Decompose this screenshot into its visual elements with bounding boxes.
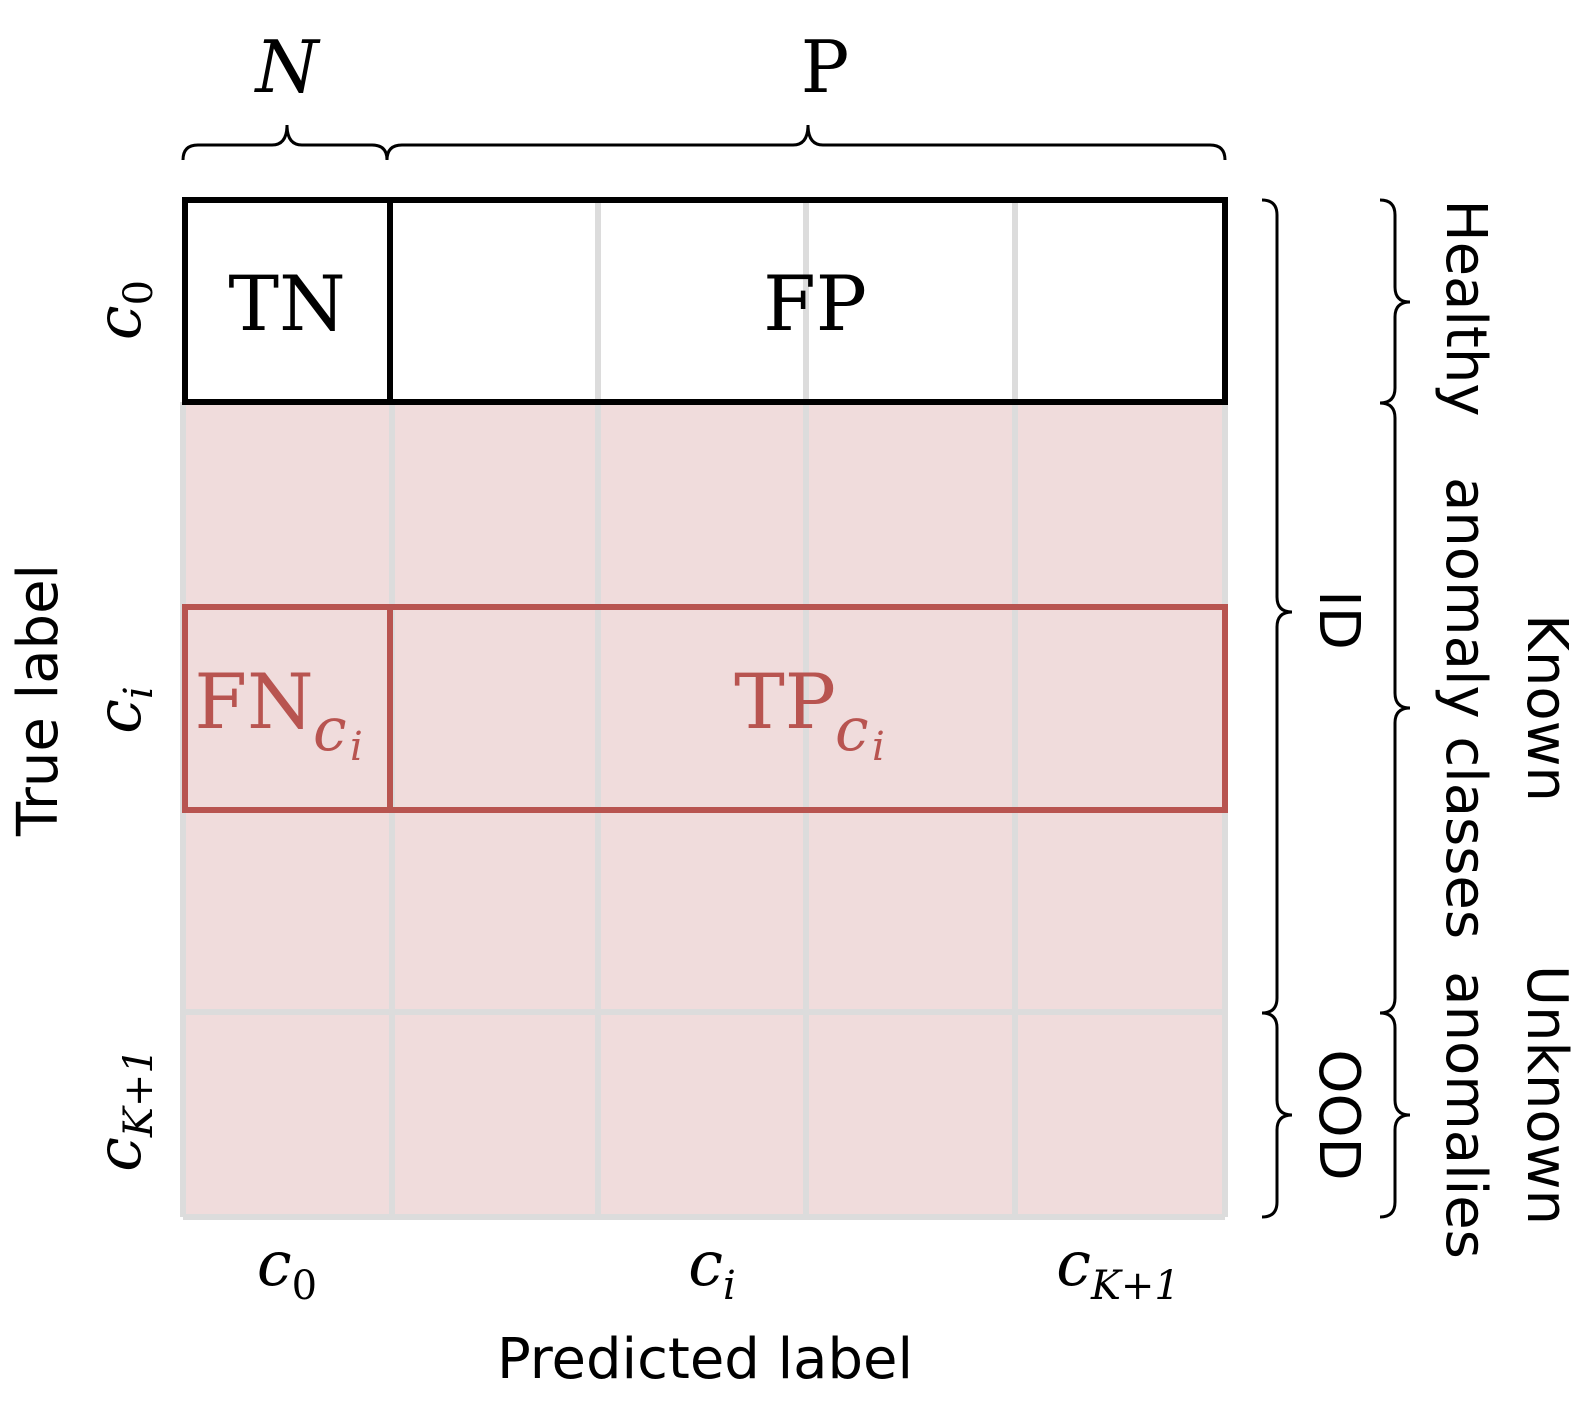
label-id: ID	[1306, 590, 1371, 650]
brace-id	[1261, 198, 1293, 1015]
y-tick-ci-base: c	[82, 699, 155, 734]
header-negative: N	[254, 25, 322, 109]
label-unknown-line2: anomalies	[1433, 971, 1498, 1259]
brace-ood	[1261, 1011, 1293, 1219]
x-tick-ci-base: c	[688, 1227, 723, 1300]
label-healthy: Healthy	[1433, 199, 1498, 416]
label-known-line2: anomaly classes	[1433, 477, 1498, 939]
cell-fp: FP	[763, 259, 867, 348]
x-tick-ck1-sub: K+1	[1090, 1263, 1180, 1309]
brace-negative	[181, 124, 389, 161]
x-tick-c0-base: c	[257, 1227, 292, 1300]
cell-tp-sub: c	[835, 695, 869, 765]
y-tick-c0-sub: 0	[116, 280, 162, 305]
y-tick-c0: c0	[82, 280, 162, 340]
label-ood: OOD	[1306, 1049, 1371, 1180]
x-tick-c0-sub: 0	[292, 1263, 317, 1309]
svg-text:cK+1: cK+1	[82, 1048, 162, 1172]
cell-tp: TP c i	[734, 657, 885, 770]
brace-positive	[385, 124, 1227, 161]
class-row-box	[182, 604, 1228, 813]
label-unknown-line1: Unknown	[1514, 965, 1579, 1225]
cell-fn-subsub: i	[350, 724, 363, 770]
svg-text:ci: ci	[82, 686, 162, 734]
x-tick-c0: c0	[257, 1227, 317, 1309]
cell-tp-main: TP	[734, 657, 836, 746]
label-known-line1: Known	[1514, 614, 1579, 802]
cell-fn-sub: c	[313, 695, 347, 765]
x-tick-ci-sub: i	[723, 1263, 736, 1309]
x-tick-ci: ci	[688, 1227, 736, 1309]
x-axis-title: Predicted label	[497, 1327, 913, 1392]
y-tick-ci-sub: i	[116, 686, 162, 699]
y-tick-ci: ci	[82, 686, 162, 734]
brace-unknown	[1379, 1011, 1411, 1219]
brace-known	[1379, 401, 1411, 1015]
y-axis-title: True label	[6, 564, 71, 837]
healthy-row-box	[182, 197, 1228, 405]
y-tick-ck1: cK+1	[82, 1048, 162, 1172]
cell-fn-main: FN	[194, 657, 313, 746]
y-tick-c0-base: c	[82, 305, 155, 340]
header-positive: P	[801, 25, 849, 109]
x-tick-ck1-base: c	[1056, 1227, 1091, 1300]
svg-text:c0: c0	[82, 280, 162, 340]
x-tick-ck1: cK+1	[1056, 1227, 1180, 1309]
cell-tn: TN	[228, 259, 345, 348]
cell-fn: FN c i	[194, 657, 362, 770]
brace-healthy	[1379, 198, 1411, 405]
y-tick-ck1-sub: K+1	[116, 1048, 162, 1138]
cell-tp-subsub: i	[872, 724, 885, 770]
y-tick-ck1-base: c	[82, 1137, 155, 1172]
